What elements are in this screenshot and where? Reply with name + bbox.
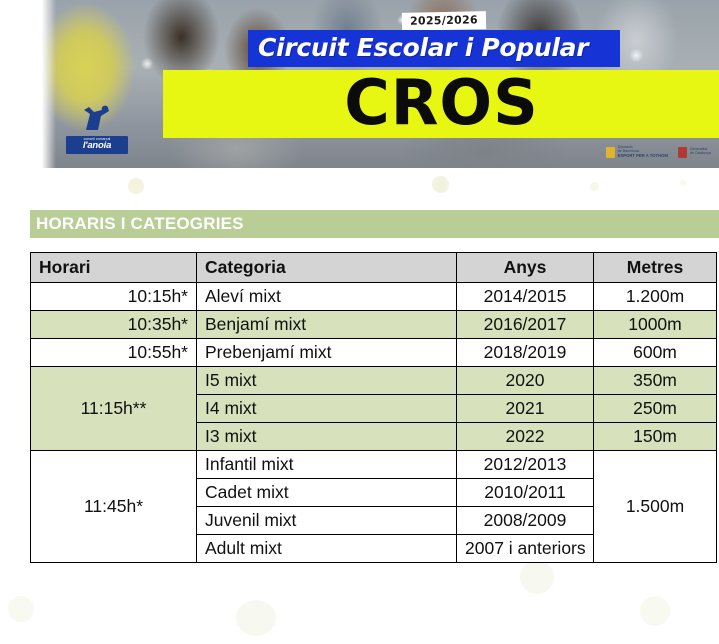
table-row: I3 mixt 2022 150m <box>31 422 717 451</box>
column-header-categoria: Categoria <box>196 252 457 283</box>
cell-horari: 10:35h* <box>30 310 197 339</box>
cell-categoria: I5 mixt <box>196 366 457 395</box>
cell-categoria: Infantil mixt <box>196 450 457 479</box>
cell-anys: 2018/2019 <box>456 338 594 367</box>
table-row: 10:15h* Aleví mixt 2014/2015 1.200m <box>30 282 717 311</box>
diputacio-text: Diputació de Barcelona ESPORT PER A TOTH… <box>617 145 668 158</box>
sponsor-0-line3: ESPORT PER A TOTHOM <box>617 152 668 158</box>
cell-metres: 350m <box>593 366 717 395</box>
cell-categoria: Juvenil mixt <box>196 506 457 535</box>
cell-horari-group-1145: 11:45h* <box>30 450 197 563</box>
table-row: 11:15h** I5 mixt 2020 350m <box>30 366 717 451</box>
generalitat-mark-icon <box>677 146 687 158</box>
anoia-logo-plate: consell comarcal l'anoia <box>66 135 128 154</box>
table-row: 11:45h* Infantil mixt 2012/2013 1.500m <box>30 450 717 563</box>
column-header-horari: Horari <box>30 252 197 283</box>
cell-categoria: Prebenjamí mixt <box>196 338 457 367</box>
cell-metres: 150m <box>593 422 717 451</box>
schedule-table: Horari Categoria Anys Metres 10:15h* Ale… <box>30 252 717 563</box>
cell-anys: 2008/2009 <box>456 506 594 535</box>
cell-anys: 2021 <box>456 394 594 423</box>
schedule-table-container: Horari Categoria Anys Metres 10:15h* Ale… <box>30 252 719 563</box>
cell-anys: 2007 i anteriors <box>456 534 594 563</box>
table-row: 10:55h* Prebenjamí mixt 2018/2019 600m <box>30 338 717 367</box>
table-row: Adult mixt 2007 i anteriors <box>31 534 717 563</box>
column-header-metres: Metres <box>593 252 717 283</box>
cell-metres: 1000m <box>593 310 717 339</box>
cell-metres: 250m <box>593 394 717 423</box>
banner-subtitle: Circuit Escolar i Popular <box>258 33 589 62</box>
anoia-logo-big-text: l'anoia <box>82 140 112 152</box>
sponsor-0-line2: de Barcelona <box>617 148 639 153</box>
sponsor-generalitat-catalunya: Generalitat de Catalunya <box>677 146 711 158</box>
generalitat-text: Generalitat de Catalunya <box>689 147 711 156</box>
table-row: Juvenil mixt 2008/2009 <box>31 506 717 535</box>
banner-subtitle-block: Circuit Escolar i Popular <box>248 30 620 67</box>
cell-metres: 1.200m <box>593 282 717 311</box>
cell-categoria: Adult mixt <box>196 534 457 563</box>
cell-anys: 2012/2013 <box>456 450 594 479</box>
banner-left-fade <box>30 0 56 168</box>
consell-comarcal-anoia-logo: consell comarcal l'anoia <box>66 104 128 154</box>
banner-title: CROS <box>344 65 539 139</box>
anoia-logo-small-text: consell comarcal <box>83 136 111 141</box>
table-row: Cadet mixt 2010/2011 <box>31 478 717 507</box>
cell-anys: 2020 <box>456 366 594 395</box>
table-row: 10:35h* Benjamí mixt 2016/2017 1000m <box>30 310 717 339</box>
diputacio-mark-icon <box>605 146 615 158</box>
banner-title-block: CROS <box>163 70 719 138</box>
cell-categoria: Aleví mixt <box>196 282 457 311</box>
sponsor-diputacio-barcelona: Diputació de Barcelona ESPORT PER A TOTH… <box>605 145 668 158</box>
sponsor-1-line2: de Catalunya <box>689 151 711 156</box>
anoia-figure-icon <box>80 104 114 134</box>
cell-categoria: Benjamí mixt <box>196 310 457 339</box>
cell-horari: 10:55h* <box>30 338 197 367</box>
cell-anys: 2016/2017 <box>456 310 594 339</box>
column-header-anys: Anys <box>456 252 594 283</box>
event-banner: consell comarcal l'anoia Diputació de Ba… <box>30 0 719 168</box>
sponsor-logos: Diputació de Barcelona ESPORT PER A TOTH… <box>605 145 711 158</box>
cell-categoria: I3 mixt <box>196 422 457 451</box>
cell-horari: 10:15h* <box>30 282 197 311</box>
section-header-horaris-categories: HORARIS I CATEOGRIES <box>30 210 719 238</box>
cell-metres-group-1145: 1.500m <box>593 450 717 563</box>
sponsor-1-line1: Generalitat <box>689 147 708 152</box>
section-title: HORARIS I CATEOGRIES <box>36 214 244 233</box>
cell-metres: 600m <box>593 338 717 367</box>
cell-categoria: Cadet mixt <box>196 478 457 507</box>
season-year-badge: 2025/2026 <box>401 11 487 31</box>
cell-horari-group-1115: 11:15h** <box>30 366 197 451</box>
table-row: I4 mixt 2021 250m <box>31 394 717 423</box>
cell-anys: 2022 <box>456 422 594 451</box>
cell-categoria: I4 mixt <box>196 394 457 423</box>
cell-anys: 2010/2011 <box>456 478 594 507</box>
cell-anys: 2014/2015 <box>456 282 594 311</box>
table-header-row: Horari Categoria Anys Metres <box>30 252 717 283</box>
sponsor-0-line1: Diputació <box>617 145 633 150</box>
